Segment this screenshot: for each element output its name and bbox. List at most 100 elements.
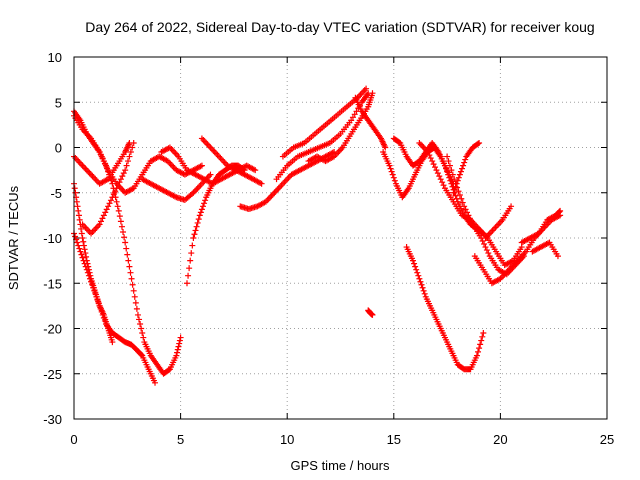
data-point xyxy=(175,343,182,350)
data-point xyxy=(84,260,91,267)
y-axis-label: SDTVAR / TECUs xyxy=(6,185,21,290)
data-point xyxy=(128,275,135,282)
y-tick-label: -25 xyxy=(43,367,62,382)
data-point xyxy=(174,349,181,356)
data-point xyxy=(85,266,92,273)
data-point xyxy=(127,149,134,156)
data-point xyxy=(461,203,468,210)
data-point xyxy=(482,244,489,251)
data-point xyxy=(110,191,117,198)
data-point xyxy=(98,218,105,225)
data-point xyxy=(465,212,472,219)
data-point xyxy=(87,272,94,279)
y-tick-label: -20 xyxy=(43,322,62,337)
series-arc-f xyxy=(79,139,137,237)
y-tick-label: 0 xyxy=(55,141,62,156)
tick-labels: 0 5 10 15 20 25 -30 -25 -20 -15 -10 -5 0 5 10 xyxy=(43,50,614,447)
data-point xyxy=(554,253,561,260)
data-point xyxy=(412,263,419,270)
series-arc-g xyxy=(139,171,214,203)
x-tick-label: 0 xyxy=(70,432,77,447)
data-point xyxy=(455,174,462,181)
data-point xyxy=(123,245,130,252)
data-point xyxy=(453,180,460,187)
data-point xyxy=(83,257,90,264)
data-point xyxy=(201,200,208,207)
data-point xyxy=(443,165,450,172)
data-point xyxy=(130,287,137,294)
series-arc-s xyxy=(403,244,487,373)
data-point xyxy=(369,90,376,97)
data-point xyxy=(78,251,85,258)
data-point xyxy=(508,203,515,210)
data-point xyxy=(389,171,396,178)
data-point xyxy=(195,216,202,223)
data-point xyxy=(75,207,82,214)
y-tick-label: -15 xyxy=(43,276,62,291)
data-point xyxy=(485,250,492,257)
data-point xyxy=(115,182,122,189)
data-point xyxy=(109,194,116,201)
data-point xyxy=(452,183,459,190)
data-point xyxy=(446,174,453,181)
data-point xyxy=(124,251,131,258)
data-point xyxy=(440,182,447,189)
data-point xyxy=(427,155,434,162)
series-arc-i xyxy=(183,162,248,287)
data-point xyxy=(450,189,457,196)
data-point xyxy=(349,114,356,121)
data-point xyxy=(77,248,84,255)
y-tick-label: -30 xyxy=(43,412,62,427)
series-arc-j xyxy=(198,135,265,187)
data-point xyxy=(123,162,130,169)
plot-frame xyxy=(73,56,608,420)
data-point xyxy=(113,198,120,205)
data-point xyxy=(396,139,403,146)
data-point xyxy=(127,269,134,276)
series-arc-z xyxy=(518,207,564,246)
data-point xyxy=(478,337,485,344)
data-point xyxy=(437,176,444,183)
data-point xyxy=(125,158,132,165)
data-point xyxy=(126,153,133,160)
series-arc-d xyxy=(71,112,205,196)
data-point xyxy=(116,179,123,186)
data-point xyxy=(131,293,138,300)
data-point xyxy=(202,197,209,204)
data-point xyxy=(72,189,79,196)
data-point xyxy=(129,144,136,151)
data-point xyxy=(473,352,480,359)
data-point xyxy=(479,238,486,245)
data-point xyxy=(102,161,109,168)
data-point xyxy=(189,242,196,249)
data-point xyxy=(432,164,439,171)
data-point xyxy=(459,199,466,206)
data-point xyxy=(136,316,143,323)
data-point xyxy=(75,242,82,249)
data-point xyxy=(116,213,123,220)
data-point xyxy=(71,185,78,192)
data-point xyxy=(459,165,466,172)
data-point xyxy=(118,223,125,230)
data-point xyxy=(416,275,423,282)
data-point xyxy=(133,305,140,312)
data-point xyxy=(353,108,360,115)
data-point xyxy=(369,311,376,318)
data-point xyxy=(120,228,127,235)
data-point xyxy=(99,155,106,162)
data-point xyxy=(99,215,106,222)
data-point xyxy=(457,168,464,175)
data-point xyxy=(451,176,458,183)
data-point xyxy=(433,167,440,174)
data-point xyxy=(556,208,563,215)
data-point xyxy=(191,231,198,238)
grid xyxy=(74,57,607,419)
series-arc-w xyxy=(471,253,521,287)
data-point xyxy=(105,203,112,210)
data-point xyxy=(458,195,465,202)
data-point xyxy=(429,158,436,165)
data-point xyxy=(119,173,126,180)
data-point xyxy=(129,281,136,288)
